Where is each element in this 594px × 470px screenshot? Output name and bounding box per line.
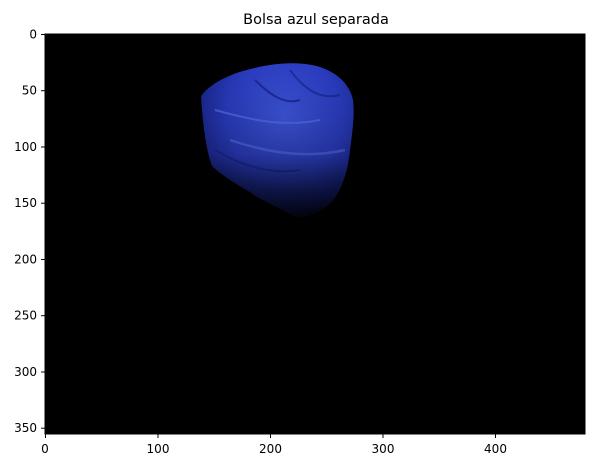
x-tick-label: 200: [259, 442, 282, 456]
y-tick-label: 0: [29, 28, 37, 42]
y-tick-label: 200: [14, 253, 37, 267]
x-tick-label: 400: [484, 442, 507, 456]
x-tick-label: 0: [41, 442, 49, 456]
y-tick-label: 100: [14, 140, 37, 154]
blue-bag: [201, 63, 354, 217]
x-tick-label: 300: [372, 442, 395, 456]
axes-frame: [44, 33, 586, 435]
figure-title: Bolsa azul separada: [243, 12, 389, 28]
y-axis: 0 50 100 150 200 250 300 350: [14, 28, 45, 435]
y-tick-label: 300: [14, 365, 37, 379]
y-tick-label: 350: [14, 421, 37, 435]
y-tick-label: 250: [14, 309, 37, 323]
y-tick-label: 150: [14, 196, 37, 210]
y-tick-label: 50: [22, 84, 37, 98]
x-axis: 0 100 200 300 400: [41, 434, 507, 456]
x-tick-label: 100: [147, 442, 170, 456]
